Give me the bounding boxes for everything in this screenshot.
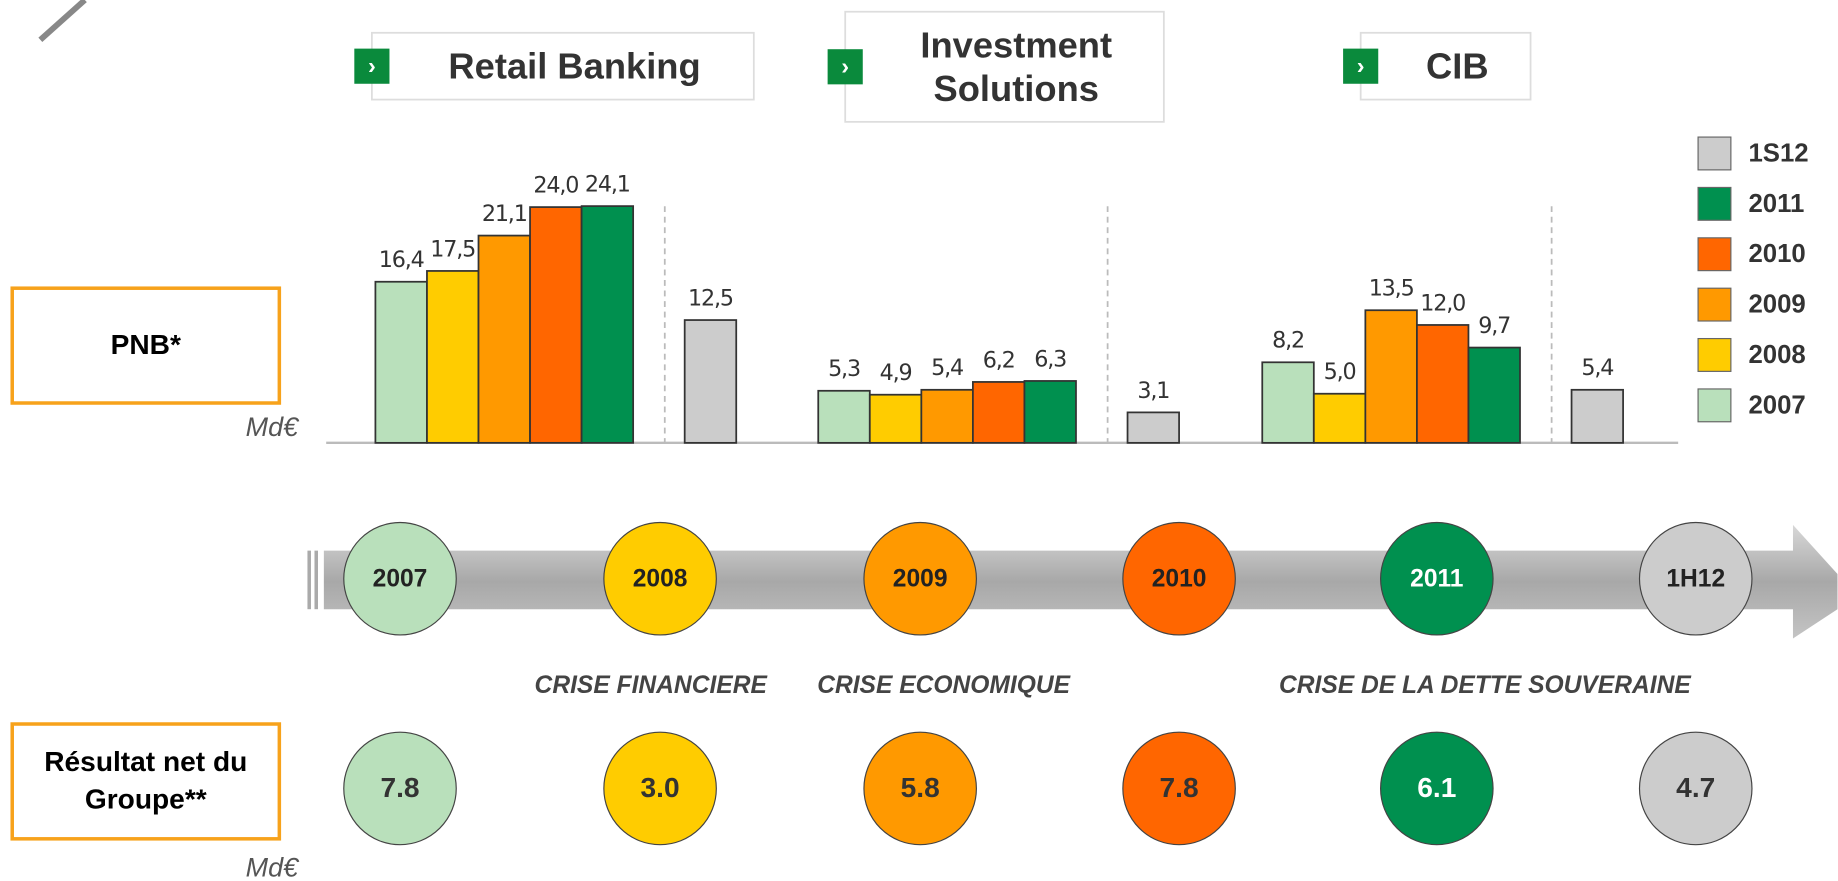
bar bbox=[529, 206, 583, 444]
period-label: 2007 bbox=[373, 565, 428, 592]
bar bbox=[1467, 346, 1521, 444]
bar-value-label: 6,2 bbox=[983, 347, 1015, 373]
net-result-circle bbox=[863, 731, 977, 846]
bar bbox=[426, 270, 480, 444]
chevron-icon bbox=[1343, 48, 1379, 84]
period-circle bbox=[343, 521, 457, 636]
net-result-value: 3.0 bbox=[641, 772, 680, 803]
category-header: CIB bbox=[1426, 45, 1489, 87]
pnb-box bbox=[10, 286, 282, 405]
crisis-label: CRISE FINANCIERE bbox=[535, 672, 769, 699]
legend-label: 2010 bbox=[1748, 240, 1805, 268]
pnb-label: PNB* bbox=[110, 328, 181, 361]
legend-label: 1S12 bbox=[1748, 139, 1808, 167]
legend-swatch bbox=[1697, 186, 1732, 221]
legend-label: 2007 bbox=[1748, 391, 1805, 419]
bar-value-label: 5,4 bbox=[1581, 355, 1613, 381]
unit-label: Md€ bbox=[246, 412, 300, 442]
crisis-label: CRISE DE LA DETTE SOUVERAINE bbox=[1279, 672, 1692, 699]
bar-value-label: 9,7 bbox=[1478, 313, 1510, 339]
net-result-value: 6.1 bbox=[1417, 772, 1456, 803]
category-header-box bbox=[844, 10, 1165, 123]
period-circle bbox=[1380, 521, 1494, 636]
category-label: Retail Banking bbox=[448, 45, 701, 87]
bar bbox=[1364, 309, 1418, 444]
period-circle bbox=[603, 521, 717, 636]
bar-value-label: 16,4 bbox=[379, 247, 424, 273]
chevron-glyph: › bbox=[1357, 53, 1365, 79]
bar-value-label: 5,0 bbox=[1324, 359, 1356, 385]
net-result-value: 7.8 bbox=[380, 772, 419, 803]
legend-swatch bbox=[1697, 337, 1732, 372]
corner-line bbox=[38, 0, 87, 43]
crisis-label: CRISE ECONOMIQUE bbox=[817, 672, 1071, 699]
legend-label: 2011 bbox=[1748, 190, 1804, 218]
period-label: 2010 bbox=[1152, 565, 1207, 592]
net-result-circle bbox=[1380, 731, 1494, 846]
category-label: Investment Solutions bbox=[920, 24, 1113, 109]
bar bbox=[1261, 361, 1315, 444]
bar-value-label: 24,0 bbox=[533, 173, 578, 199]
period-circle bbox=[863, 521, 977, 636]
category-header-box bbox=[1359, 31, 1532, 101]
bar-value-label: 6,3 bbox=[1034, 346, 1066, 372]
chevron-icon bbox=[827, 49, 863, 85]
category-label: CIB bbox=[1426, 45, 1489, 87]
legend-swatch bbox=[1697, 136, 1732, 171]
chevron-glyph: › bbox=[841, 53, 849, 79]
legend-swatch bbox=[1697, 237, 1732, 272]
bar-value-label: 12,0 bbox=[1420, 290, 1465, 316]
bar bbox=[1126, 411, 1180, 444]
net-result-value: 4.7 bbox=[1676, 772, 1715, 803]
net-result-box bbox=[10, 722, 282, 841]
bar-value-label: 13,5 bbox=[1369, 276, 1414, 302]
bar-value-label: 3,1 bbox=[1137, 378, 1169, 404]
bar bbox=[868, 393, 923, 444]
bar bbox=[920, 388, 974, 444]
period-label: 1H12 bbox=[1666, 565, 1725, 592]
period-circle bbox=[1638, 521, 1753, 636]
bar bbox=[477, 234, 531, 444]
category-header: Investment Solutions bbox=[920, 24, 1113, 109]
bar bbox=[1023, 380, 1077, 444]
net-result-circle bbox=[343, 731, 457, 846]
bar-value-label: 12,5 bbox=[688, 285, 733, 311]
unit-label: Md€ bbox=[246, 852, 300, 881]
period-circle bbox=[1122, 521, 1236, 636]
net-result-value: 5.8 bbox=[901, 772, 940, 803]
bar bbox=[817, 389, 871, 444]
legend-swatch bbox=[1697, 388, 1732, 423]
net-result-circle bbox=[1122, 731, 1236, 846]
period-label: 2008 bbox=[633, 565, 688, 592]
net-result-circle bbox=[603, 731, 717, 846]
legend-swatch bbox=[1697, 287, 1732, 322]
bar-value-label: 5,4 bbox=[931, 355, 963, 381]
chevron-glyph: › bbox=[368, 53, 376, 79]
legend-label: 2009 bbox=[1748, 291, 1805, 319]
bar bbox=[1570, 388, 1624, 444]
net-result-label: Résultat net du Groupe** bbox=[44, 745, 248, 816]
bar-value-label: 17,5 bbox=[430, 236, 475, 262]
bar bbox=[580, 205, 635, 444]
legend-label: 2008 bbox=[1748, 341, 1805, 369]
period-label: 2009 bbox=[893, 565, 948, 592]
bar-value-label: 24,1 bbox=[585, 172, 630, 198]
category-header-box bbox=[371, 31, 755, 101]
bar bbox=[683, 319, 738, 444]
bar bbox=[374, 280, 428, 444]
net-result-circle bbox=[1638, 731, 1753, 846]
bar-value-label: 4,9 bbox=[880, 360, 912, 386]
bar-value-label: 21,1 bbox=[482, 201, 527, 227]
bar-value-label: 8,2 bbox=[1272, 328, 1304, 354]
bar-value-label: 5,3 bbox=[828, 356, 860, 382]
net-result-value: 7.8 bbox=[1160, 772, 1199, 803]
period-label: 2011 bbox=[1410, 565, 1463, 592]
bar bbox=[972, 381, 1026, 444]
bar bbox=[1312, 392, 1367, 444]
bar bbox=[1416, 324, 1470, 444]
timeline-arrow bbox=[307, 524, 1838, 639]
category-header: Retail Banking bbox=[448, 45, 701, 87]
chevron-icon bbox=[354, 48, 390, 84]
